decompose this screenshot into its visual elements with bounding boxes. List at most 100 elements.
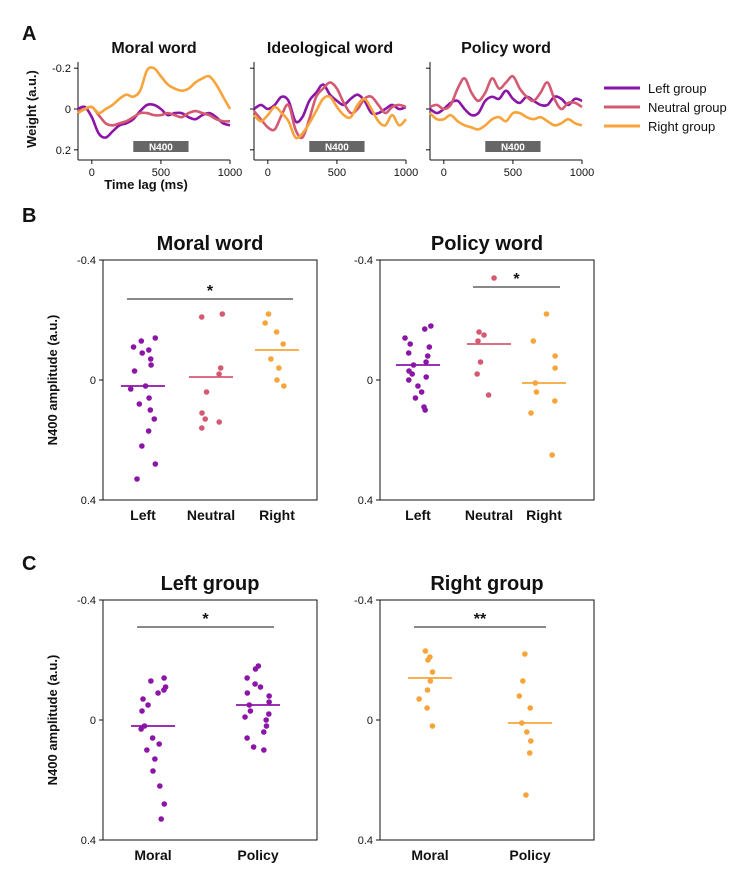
data-point-neutral [199, 425, 205, 431]
x-category-label: Neutral [465, 507, 513, 523]
data-point-left [139, 350, 146, 356]
data-point-neutral [219, 311, 226, 317]
x-category-label: Moral [411, 847, 448, 863]
data-point-left [151, 416, 158, 422]
data-point-right [527, 705, 533, 711]
data-point-neutral [216, 371, 222, 377]
data-point-left [263, 717, 269, 723]
data-point-left [131, 368, 138, 374]
x-category-label: Policy [509, 847, 550, 863]
data-point-left [146, 395, 152, 401]
series-line-neutral [429, 74, 583, 111]
data-point-right [422, 648, 429, 654]
y-tick-label: 0 [65, 104, 71, 116]
data-point-neutral [199, 410, 205, 416]
data-point-left [130, 344, 137, 350]
data-point-left [252, 666, 259, 672]
legend: Left group Neutral group Right group [604, 81, 727, 134]
n400-window-label: N400 [325, 143, 349, 154]
data-point-neutral [216, 419, 223, 425]
data-point-left [409, 371, 416, 377]
x-axis-label: Time lag (ms) [104, 177, 188, 192]
x-tick-label: 1000 [570, 167, 594, 179]
data-point-left [422, 407, 428, 413]
data-point-right [281, 383, 287, 389]
data-point-left [261, 747, 267, 753]
data-point-neutral [491, 275, 497, 281]
data-point-left [146, 347, 152, 353]
data-point-neutral [476, 329, 482, 335]
series-line-left [429, 89, 583, 117]
significance-marker: * [207, 283, 214, 300]
data-point-right [552, 353, 558, 359]
data-point-left [418, 389, 425, 395]
data-point-left [155, 690, 161, 696]
y-tick-label: -0.4 [354, 595, 373, 607]
data-point-right [522, 651, 528, 657]
n400-window-bar [133, 141, 189, 152]
data-point-right [424, 687, 431, 693]
x-tick-label: 500 [328, 167, 346, 179]
data-point-right [274, 377, 280, 383]
chart-title: Policy word [461, 40, 551, 57]
chart-b-policy-word: Policy word -0.4 0 0.4 Left Neutral Right * [354, 233, 595, 523]
chart-title: Right group [430, 573, 543, 595]
x-tick-label: 500 [504, 167, 522, 179]
data-point-left [147, 407, 154, 413]
data-point-left [244, 690, 251, 696]
y-tick-label: 0.2 [56, 145, 71, 157]
x-tick-label: 0 [89, 167, 95, 179]
legend-label-neutral: Neutral group [648, 100, 727, 115]
data-point-neutral [475, 338, 481, 344]
x-category-label: Right [526, 507, 562, 523]
series-line-neutral [77, 105, 231, 127]
data-point-left [161, 801, 168, 807]
significance-marker: ** [474, 611, 487, 628]
x-category-label: Left [130, 507, 156, 523]
data-point-right [429, 723, 436, 729]
data-point-left [158, 816, 165, 822]
data-point-left [148, 362, 154, 368]
data-point-right [516, 693, 523, 699]
data-point-left [247, 708, 254, 714]
data-point-left [423, 374, 430, 380]
data-point-left [257, 684, 264, 690]
data-point-left [426, 344, 433, 350]
data-point-left [421, 326, 428, 332]
chart-a-ideological-word: Ideological word 0 500 1000 N400 [250, 40, 418, 179]
data-point-right [552, 365, 558, 371]
data-point-right [276, 365, 282, 371]
data-point-left [145, 428, 152, 434]
y-tick-label: 0 [90, 715, 96, 727]
data-point-right [533, 389, 540, 395]
data-point-left [138, 338, 145, 344]
chart-a-policy-word: Policy word 0 500 1000 N400 [426, 40, 594, 179]
data-point-left [263, 723, 270, 729]
series-line-left [77, 102, 231, 139]
y-tick-label: 0.4 [358, 495, 373, 507]
y-tick-label: 0 [367, 375, 373, 387]
y-axis-label: N400 amplitude (a.u.) [45, 655, 60, 786]
data-point-left [250, 744, 257, 750]
chart-title: Policy word [431, 233, 543, 255]
data-point-right [552, 398, 558, 404]
chart-title: Moral word [157, 233, 264, 255]
data-point-left [152, 461, 159, 467]
y-tick-label: 0.4 [81, 495, 96, 507]
data-point-left [423, 359, 429, 365]
data-point-left [140, 696, 146, 702]
chart-c-left-group: Left group -0.4 0 0.4 Moral Policy * N400 ampli… [45, 573, 318, 863]
x-tick-label: 0 [441, 167, 447, 179]
data-point-left [149, 735, 156, 741]
significance-marker: * [513, 271, 520, 288]
data-point-right [427, 678, 434, 684]
data-point-left [424, 353, 431, 359]
series-line-right [77, 66, 232, 115]
data-point-right [268, 356, 274, 362]
x-category-label: Moral [134, 847, 171, 863]
series-line-neutral [253, 81, 407, 140]
significance-marker: * [202, 611, 209, 628]
data-point-left [150, 768, 156, 774]
data-point-left [406, 377, 412, 383]
x-category-label: Policy [237, 847, 278, 863]
